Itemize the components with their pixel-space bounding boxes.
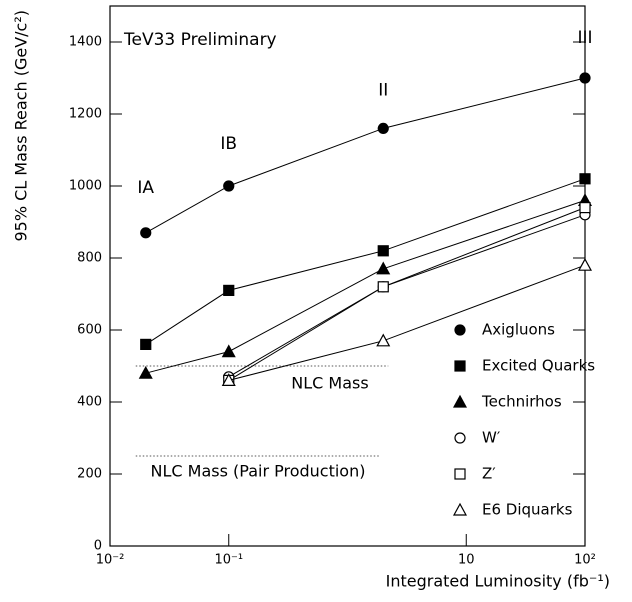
data-point [577,257,593,271]
y-tick-label: 1200 [69,107,102,122]
legend-label: E6 Diquarks [482,501,573,519]
series-line [145,178,586,345]
series-line [145,199,586,374]
data-point [221,373,236,386]
data-point [579,173,591,185]
chart-title: TeV33 Preliminary [123,30,277,50]
data-point [376,261,391,275]
x-tick-label: 10⁻² [96,553,125,568]
x-axis-label: Integrated Luminosity (fb⁻¹) [386,572,610,591]
data-point [223,180,235,192]
data-point [377,122,389,134]
data-point [223,284,235,296]
data-point [140,227,152,239]
data-point [140,338,152,350]
reference-label: NLC Mass (Pair Production) [151,462,366,481]
legend-label: Axigluons [482,321,555,339]
y-tick-label: 400 [77,395,102,410]
plot-frame [109,5,586,547]
y-tick-label: 200 [77,467,102,482]
data-point [376,333,391,347]
annotation: IA [137,178,154,198]
x-tick-label: 10 [458,553,475,568]
y-tick-label: 1400 [69,35,102,50]
reference-label: NLC Mass [291,374,368,393]
y-tick-label: 1000 [69,179,102,194]
x-tick-label: 10⁻¹ [214,553,243,568]
data-point [377,281,389,293]
data-point [377,245,389,257]
annotation: IB [220,134,237,154]
series-line [145,77,586,234]
legend-marker [454,324,466,336]
y-tick-label: 600 [77,323,102,338]
legend-label: Excited Quarks [482,357,595,375]
legend-label: Z′ [482,465,496,483]
y-axis-label: 95% CL Mass Reach (GeV/c²) [12,10,31,242]
data-point [138,365,153,379]
legend-marker [452,502,468,516]
legend-label: W′ [482,429,501,447]
data-point [579,202,591,214]
legend-marker [454,468,466,480]
legend-marker [452,394,468,408]
legend-label: Technirhos [481,393,562,411]
legend-marker [454,432,466,444]
annotation: III [577,28,592,48]
data-point [579,72,591,84]
annotation: II [378,80,388,100]
legend-marker [454,360,466,372]
y-tick-label: 800 [77,251,102,266]
x-tick-label: 10² [574,553,596,568]
y-tick-label: 0 [94,539,102,554]
series-line [228,214,586,378]
data-point [221,344,236,358]
